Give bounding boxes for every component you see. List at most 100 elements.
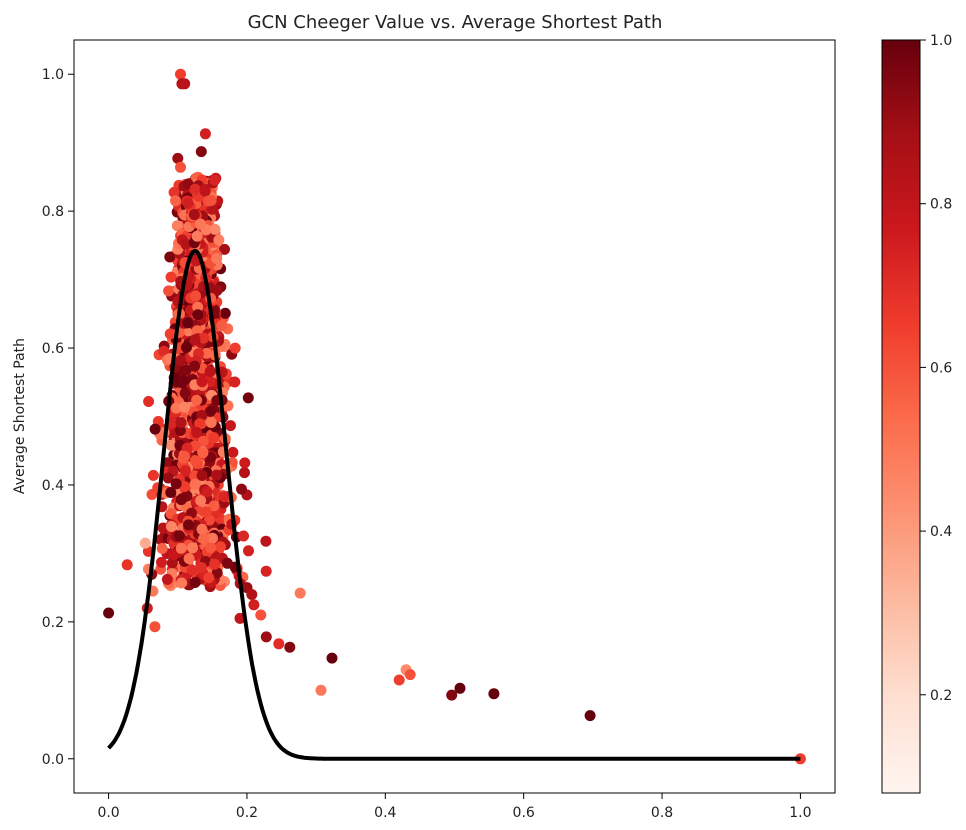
cluster-point xyxy=(189,334,201,346)
x-tick-label: 0.0 xyxy=(97,805,119,821)
x-tick-label: 0.8 xyxy=(651,805,673,821)
cluster-point xyxy=(195,218,207,230)
cluster-point xyxy=(165,521,177,532)
cluster-point xyxy=(165,487,177,498)
cluster-point xyxy=(166,416,178,428)
cluster-point xyxy=(156,543,168,554)
cluster-point xyxy=(192,301,204,313)
cluster-point xyxy=(176,577,188,589)
points-layer xyxy=(103,68,806,765)
cluster-point xyxy=(173,530,185,542)
cluster-point xyxy=(164,251,176,263)
cluster-point xyxy=(178,375,189,386)
cluster-point xyxy=(196,376,208,388)
cluster-point xyxy=(170,195,181,207)
scatter-point xyxy=(326,652,338,664)
cluster-point xyxy=(179,401,190,413)
cluster-point xyxy=(218,491,230,503)
cluster-point xyxy=(211,253,223,264)
cluster-point xyxy=(164,328,176,340)
cluster-point xyxy=(186,564,198,576)
y-axis: 0.0 0.2 0.4 0.6 0.8 1.0 xyxy=(42,67,74,768)
cluster-point xyxy=(175,542,187,554)
cluster-point xyxy=(243,545,254,557)
scatter-point xyxy=(273,638,285,650)
cluster-point xyxy=(149,423,161,435)
y-tick-label: 0.4 xyxy=(42,478,64,494)
cluster-point xyxy=(191,427,203,438)
scatter-point xyxy=(454,682,466,694)
cluster-point xyxy=(221,557,233,569)
cluster-point xyxy=(189,183,201,195)
cluster-point xyxy=(239,457,251,469)
cluster-point xyxy=(211,469,223,481)
cluster-point xyxy=(204,366,216,377)
scatter-point xyxy=(175,68,186,80)
cluster-point xyxy=(197,447,209,459)
cluster-point xyxy=(205,542,217,554)
cluster-point xyxy=(157,522,169,534)
cluster-point xyxy=(229,342,241,354)
colorbar-tick-label: 0.4 xyxy=(930,524,952,540)
cluster-point xyxy=(190,455,201,467)
cluster-point xyxy=(213,234,225,246)
cluster-point xyxy=(191,394,203,406)
x-tick-label: 1.0 xyxy=(789,805,811,821)
scatter-point xyxy=(172,152,184,164)
colorbar: 0.2 0.4 0.6 0.8 1.0 xyxy=(881,33,952,794)
scatter-point xyxy=(315,684,327,696)
x-tick-label: 0.4 xyxy=(374,805,396,821)
cluster-point xyxy=(206,203,218,215)
scatter-point xyxy=(260,631,272,643)
scatter-point xyxy=(179,78,191,90)
cluster-point xyxy=(179,481,190,492)
cluster-point xyxy=(168,186,180,198)
cluster-point xyxy=(189,577,201,588)
cluster-point xyxy=(175,494,187,506)
cluster-point xyxy=(205,195,217,206)
scatter-point xyxy=(103,607,115,619)
x-tick-label: 0.6 xyxy=(513,805,535,821)
x-axis: 0.0 0.2 0.4 0.6 0.8 1.0 xyxy=(97,793,812,821)
cluster-point xyxy=(163,285,175,297)
cluster-point xyxy=(194,418,206,430)
scatter-point xyxy=(175,161,186,173)
cluster-point xyxy=(175,417,187,429)
scatter-point xyxy=(446,689,458,701)
cluster-point xyxy=(168,549,180,561)
colorbar-tick-label: 0.6 xyxy=(930,360,952,376)
y-tick-label: 0.6 xyxy=(42,341,64,357)
cluster-point xyxy=(214,541,226,553)
scatter-point xyxy=(255,609,267,621)
scatter-point xyxy=(284,641,296,653)
y-tick-label: 0.8 xyxy=(42,204,64,220)
cluster-point xyxy=(179,465,191,477)
cluster-point xyxy=(203,572,215,584)
cluster-point xyxy=(180,238,192,250)
chart-title: GCN Cheeger Value vs. Average Shortest P… xyxy=(248,12,663,33)
cluster-point xyxy=(260,565,272,577)
cluster-point xyxy=(174,425,186,436)
cluster-point xyxy=(205,417,217,428)
cluster-point xyxy=(156,556,167,568)
cluster-point xyxy=(179,450,191,462)
scatter-point xyxy=(195,146,207,158)
cluster-point xyxy=(199,183,211,195)
cluster-point xyxy=(208,500,220,512)
cluster-point xyxy=(175,355,187,366)
scatter-point xyxy=(199,128,211,140)
scatter-point xyxy=(404,669,416,681)
y-tick-label: 0.2 xyxy=(42,615,64,631)
cluster-point xyxy=(166,557,178,569)
y-tick-label: 1.0 xyxy=(42,67,64,83)
cluster-point xyxy=(192,309,204,321)
cluster-point xyxy=(219,243,230,255)
scatter-point xyxy=(161,573,173,585)
cluster-point xyxy=(196,470,208,481)
cluster-point xyxy=(189,478,201,490)
colorbar-tick-label: 0.2 xyxy=(930,688,952,704)
colorbar-ticks: 0.2 0.4 0.6 0.8 1.0 xyxy=(920,33,952,704)
cluster-point xyxy=(216,320,228,331)
cluster-point xyxy=(189,360,201,372)
colorbar-tick-label: 0.8 xyxy=(930,197,952,213)
